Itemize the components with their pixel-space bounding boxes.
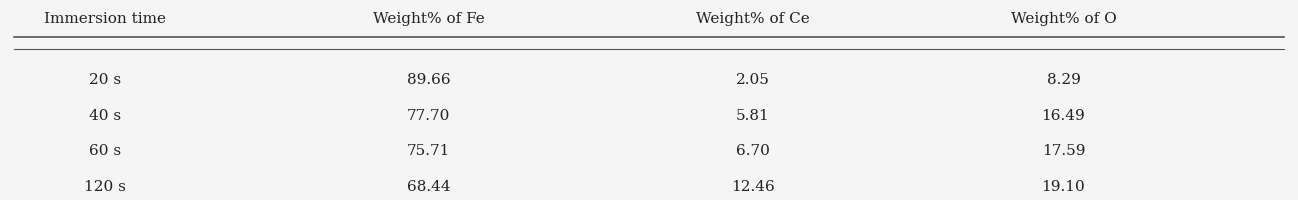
Text: 77.70: 77.70 <box>408 109 450 123</box>
Text: 17.59: 17.59 <box>1042 144 1085 158</box>
Text: 75.71: 75.71 <box>408 144 450 158</box>
Text: 5.81: 5.81 <box>736 109 770 123</box>
Text: 120 s: 120 s <box>84 180 126 194</box>
Text: Immersion time: Immersion time <box>44 12 166 26</box>
Text: 89.66: 89.66 <box>408 73 450 87</box>
Text: 8.29: 8.29 <box>1046 73 1080 87</box>
Text: 16.49: 16.49 <box>1041 109 1085 123</box>
Text: Weight% of Ce: Weight% of Ce <box>696 12 810 26</box>
Text: Weight% of O: Weight% of O <box>1011 12 1116 26</box>
Text: 20 s: 20 s <box>90 73 121 87</box>
Text: 40 s: 40 s <box>90 109 121 123</box>
Text: 12.46: 12.46 <box>731 180 775 194</box>
Text: 6.70: 6.70 <box>736 144 770 158</box>
Text: 60 s: 60 s <box>90 144 121 158</box>
Text: Weight% of Fe: Weight% of Fe <box>373 12 484 26</box>
Text: 68.44: 68.44 <box>408 180 450 194</box>
Text: 19.10: 19.10 <box>1041 180 1085 194</box>
Text: 2.05: 2.05 <box>736 73 770 87</box>
